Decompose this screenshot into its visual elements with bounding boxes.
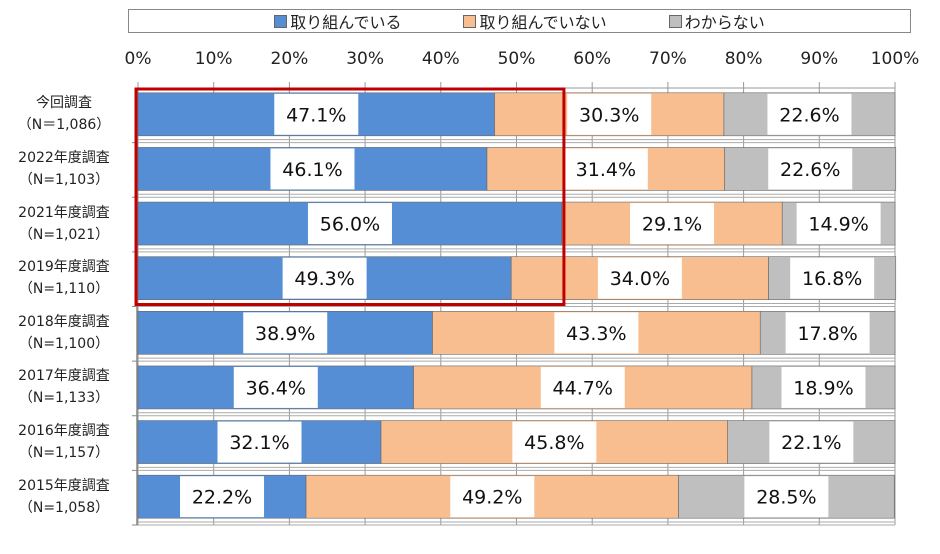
category-name: 2017年度調査 xyxy=(18,368,110,385)
data-label-bg xyxy=(785,312,870,354)
data-label: 43.3% xyxy=(566,323,626,345)
data-label-bg xyxy=(769,421,854,463)
data-label-bg xyxy=(512,421,597,463)
category-label: 今回調査 （N＝1,086） xyxy=(0,92,128,136)
legend-swatch xyxy=(463,14,477,28)
data-label-bg xyxy=(540,366,625,408)
highlight-box xyxy=(134,87,566,306)
data-label: 46.1% xyxy=(282,159,342,181)
data-label-bg xyxy=(554,312,639,354)
data-label-bg xyxy=(597,257,682,299)
data-label-bg xyxy=(768,148,853,190)
legend-item: わからない xyxy=(668,9,765,33)
data-label: 28.5% xyxy=(756,487,816,509)
data-label: 34.0% xyxy=(610,268,670,290)
data-label: 45.8% xyxy=(524,432,584,454)
category-n: （N=1,157） xyxy=(18,445,110,462)
category-label: 2021年度調査 （N=1,021） xyxy=(0,202,128,246)
category-name: 2019年度調査 xyxy=(18,259,110,276)
data-label-bg xyxy=(567,93,652,135)
data-label-bg xyxy=(790,257,875,299)
category-label: 2017年度調査 （N=1,133） xyxy=(0,365,128,409)
data-label-bg xyxy=(274,93,359,135)
data-label: 30.3% xyxy=(579,104,639,126)
data-label: 44.7% xyxy=(553,377,613,399)
data-label-bg xyxy=(767,93,852,135)
legend-swatch xyxy=(274,14,288,28)
data-label: 18.9% xyxy=(793,377,853,399)
legend-item: 取り組んでいない xyxy=(463,9,607,33)
category-name: 2021年度調査 xyxy=(18,204,110,221)
legend-item: 取り組んでいる xyxy=(274,9,401,33)
x-tick-label: 20% xyxy=(271,49,309,69)
category-label: 2015年度調査 （N=1,058） xyxy=(0,475,128,519)
category-label: 2022年度調査 （N=1,103） xyxy=(0,147,128,191)
x-tick-label: 70% xyxy=(649,49,687,69)
data-label: 22.6% xyxy=(779,104,839,126)
data-label-bg xyxy=(217,421,302,463)
data-label: 36.4% xyxy=(246,377,306,399)
legend-swatch xyxy=(668,14,682,28)
x-tick-label: 100% xyxy=(871,49,920,69)
category-name: 2016年度調査 xyxy=(18,423,110,440)
data-label: 49.3% xyxy=(294,268,354,290)
data-label-bg xyxy=(180,476,265,518)
x-tick-label: 60% xyxy=(573,49,611,69)
data-label: 31.4% xyxy=(576,159,636,181)
x-tick-label: 80% xyxy=(725,49,763,69)
category-n: （N=1,058） xyxy=(18,499,110,516)
data-label-bg xyxy=(243,312,328,354)
data-label: 22.2% xyxy=(192,487,252,509)
category-n: （N=1,133） xyxy=(18,390,110,407)
data-label-bg xyxy=(282,257,367,299)
category-n: （N=1,100） xyxy=(18,335,110,352)
data-label-bg xyxy=(781,366,866,408)
data-label: 56.0% xyxy=(320,214,380,236)
category-n: （N=1,103） xyxy=(18,171,110,188)
data-label: 16.8% xyxy=(802,268,862,290)
data-label: 32.1% xyxy=(229,432,289,454)
data-label: 47.1% xyxy=(286,104,346,126)
data-label: 22.1% xyxy=(781,432,841,454)
data-label-bg xyxy=(450,476,535,518)
category-name: 2018年度調査 xyxy=(18,313,110,330)
legend-label: わからない xyxy=(684,13,765,32)
category-n: （N=1,110） xyxy=(18,281,110,298)
category-label: 2016年度調査 （N=1,157） xyxy=(0,420,128,464)
x-tick-label: 90% xyxy=(800,49,838,69)
category-name: 2022年度調査 xyxy=(18,149,110,166)
x-tick-label: 30% xyxy=(346,49,384,69)
category-n: （N＝1,086） xyxy=(17,117,111,134)
category-label: 2018年度調査 （N=1,100） xyxy=(0,311,128,355)
data-label-bg xyxy=(233,366,318,408)
category-name: 今回調査 xyxy=(36,95,92,112)
data-label: 17.8% xyxy=(797,323,857,345)
legend-label: 取り組んでいない xyxy=(479,13,607,32)
x-tick-label: 40% xyxy=(422,49,460,69)
data-label-bg xyxy=(270,148,355,190)
data-label: 29.1% xyxy=(642,214,702,236)
x-tick-label: 50% xyxy=(498,49,536,69)
data-label: 22.6% xyxy=(780,159,840,181)
category-n: （N=1,021） xyxy=(18,226,110,243)
legend-label: 取り組んでいる xyxy=(290,13,402,32)
legend: 取り組んでいる 取り組んでいない わからない xyxy=(128,9,911,33)
data-label: 14.9% xyxy=(808,214,868,236)
category-label: 2019年度調査 （N=1,110） xyxy=(0,256,128,300)
x-tick-label: 10% xyxy=(195,49,233,69)
data-label-bg xyxy=(630,203,715,245)
data-label-bg xyxy=(563,148,648,190)
data-label: 38.9% xyxy=(255,323,315,345)
data-label: 49.2% xyxy=(462,487,522,509)
data-label-bg xyxy=(796,203,881,245)
x-tick-label: 0% xyxy=(125,49,152,69)
data-label-bg xyxy=(307,203,392,245)
data-label-bg xyxy=(744,476,829,518)
category-name: 2015年度調査 xyxy=(18,477,110,494)
